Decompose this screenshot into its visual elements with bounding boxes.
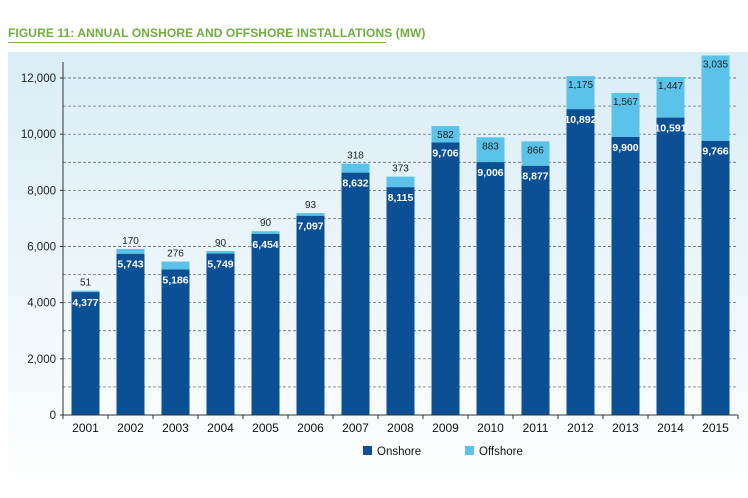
x-tick-label: 2012	[567, 421, 594, 435]
offshore-value-label: 170	[122, 236, 139, 247]
onshore-value-label: 5,749	[207, 259, 233, 271]
bar-onshore	[206, 253, 235, 415]
bar-offshore	[611, 92, 640, 137]
onshore-value-label: 8,877	[522, 171, 548, 183]
onshore-value-label: 10,892	[564, 114, 596, 126]
onshore-value-label: 9,766	[702, 146, 728, 158]
bar-offshore	[296, 213, 325, 216]
bar-onshore	[521, 165, 550, 415]
onshore-value-label: 8,115	[388, 192, 414, 204]
bar-onshore	[251, 233, 280, 415]
bar-offshore	[431, 126, 460, 143]
bar-offshore	[476, 137, 505, 163]
onshore-value-label: 5,186	[162, 274, 188, 286]
offshore-value-label: 582	[437, 130, 454, 141]
onshore-value-label: 9,900	[612, 142, 638, 154]
x-tick-label: 2009	[432, 421, 459, 435]
y-tick-label: 4,000	[27, 298, 56, 310]
x-tick-label: 2007	[342, 421, 369, 435]
offshore-value-label: 1,567	[613, 97, 638, 108]
y-tick-label: 12,000	[21, 73, 56, 85]
onshore-value-label: 4,377	[72, 297, 98, 309]
title-rule	[8, 42, 386, 43]
onshore-value-label: 9,706	[432, 147, 458, 159]
offshore-value-label: 3,035	[703, 60, 728, 71]
bar-onshore	[566, 109, 595, 415]
offshore-value-label: 1,447	[658, 81, 683, 92]
bar-onshore	[71, 292, 100, 415]
bar-onshore	[161, 269, 190, 415]
onshore-value-label: 5,743	[117, 259, 143, 271]
onshore-value-label: 6,454	[252, 239, 278, 251]
bar-offshore	[566, 76, 595, 110]
legend-offshore-label: Offshore	[479, 446, 523, 458]
bar-onshore	[341, 172, 370, 415]
bar-offshore	[251, 231, 280, 234]
onshore-value-label: 8,632	[342, 178, 368, 190]
bar-offshore	[521, 141, 550, 166]
bar-offshore	[341, 163, 370, 173]
legend-onshore-swatch	[363, 446, 372, 455]
offshore-value-label: 1,175	[568, 80, 593, 91]
x-tick-label: 2002	[117, 421, 144, 435]
y-tick-label: 8,000	[27, 185, 56, 197]
y-tick-label: 6,000	[27, 242, 56, 254]
bar-offshore	[701, 55, 730, 141]
bar-onshore	[701, 140, 730, 415]
bar-onshore	[431, 142, 460, 416]
onshore-value-label: 7,097	[297, 221, 323, 233]
x-tick-label: 2010	[477, 421, 504, 435]
y-tick-label: 2,000	[27, 354, 56, 366]
onshore-value-label: 9,006	[477, 167, 503, 179]
bar-onshore	[296, 215, 325, 415]
onshore-value-label: 10,591	[654, 123, 686, 135]
bar-offshore	[656, 76, 685, 118]
bar-offshore	[161, 261, 190, 270]
offshore-value-label: 90	[260, 218, 272, 229]
bar-offshore	[206, 251, 235, 254]
bar-onshore	[116, 253, 145, 415]
offshore-value-label: 883	[482, 141, 499, 152]
x-tick-label: 2014	[657, 421, 684, 435]
bar-onshore	[476, 162, 505, 415]
offshore-value-label: 866	[527, 145, 544, 156]
offshore-value-label: 90	[215, 238, 227, 249]
bar-offshore	[71, 290, 100, 293]
bar-onshore	[386, 187, 415, 415]
offshore-value-label: 93	[305, 200, 317, 211]
bar-onshore	[656, 117, 685, 415]
y-tick-label: 10,000	[21, 129, 56, 141]
x-tick-label: 2003	[162, 421, 189, 435]
bar-offshore	[386, 176, 415, 188]
x-tick-label: 2004	[207, 421, 234, 435]
x-tick-label: 2015	[702, 421, 729, 435]
x-tick-label: 2008	[387, 421, 414, 435]
x-tick-label: 2001	[72, 421, 99, 435]
offshore-value-label: 276	[167, 249, 184, 260]
legend-onshore-label: Onshore	[377, 446, 421, 458]
y-tick-label: 0	[50, 410, 56, 422]
offshore-value-label: 318	[347, 151, 364, 162]
bar-offshore	[116, 248, 145, 254]
x-tick-label: 2006	[297, 421, 324, 435]
bar-onshore	[611, 136, 640, 415]
x-tick-label: 2013	[612, 421, 639, 435]
x-tick-label: 2011	[523, 421, 549, 435]
x-tick-label: 2005	[252, 421, 279, 435]
chart-title: FIGURE 11: ANNUAL ONSHORE AND OFFSHORE I…	[8, 26, 426, 40]
offshore-value-label: 51	[80, 278, 92, 289]
legend-offshore-swatch	[465, 446, 474, 455]
offshore-value-label: 373	[392, 164, 409, 175]
